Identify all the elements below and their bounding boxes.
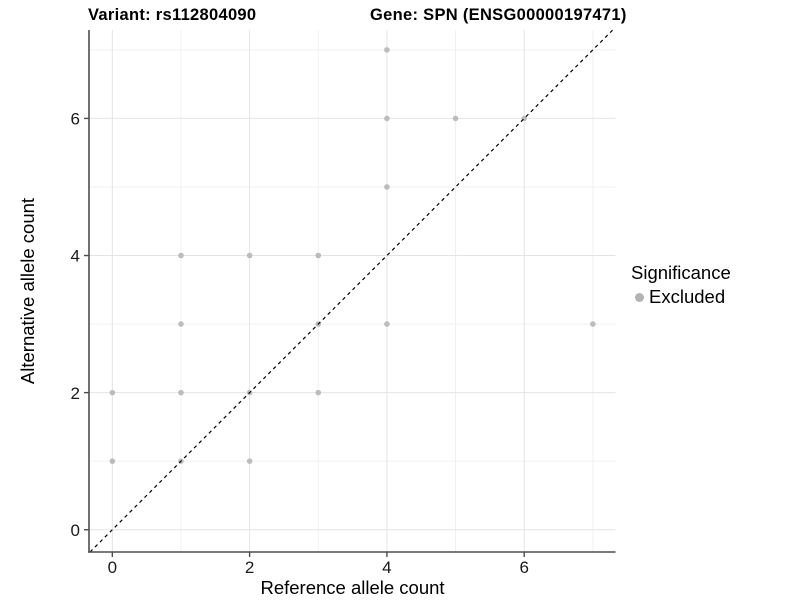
x-tick-label: 0 (108, 558, 117, 577)
x-tick-label: 2 (245, 558, 254, 577)
data-point (384, 184, 390, 190)
gene-title: Gene: SPN (ENSG00000197471) (370, 6, 627, 24)
x-tick-label: 4 (382, 558, 391, 577)
legend-item-label: Excluded (649, 286, 726, 307)
data-point (315, 252, 322, 259)
legend-item-excluded: Excluded (631, 286, 731, 308)
data-point (384, 47, 390, 53)
legend: Significance Excluded (631, 262, 731, 308)
y-tick-label: 0 (71, 521, 80, 540)
data-point (109, 389, 116, 396)
data-point (178, 389, 184, 396)
data-point (384, 115, 390, 122)
y-axis-title: Alternative allele count (17, 197, 38, 385)
legend-title: Significance (631, 262, 731, 283)
excluded-point-icon (635, 292, 644, 302)
data-point (246, 252, 253, 259)
data-point (452, 115, 459, 122)
variant-title: Variant: rs112804090 (88, 6, 257, 24)
data-point (178, 252, 184, 259)
data-point (384, 321, 390, 327)
y-tick-label: 6 (71, 110, 80, 129)
data-point (246, 458, 253, 464)
data-point (109, 458, 116, 464)
data-point (178, 321, 184, 327)
x-tick-label: 6 (519, 558, 528, 577)
data-point (590, 321, 596, 327)
identity-line (89, 29, 614, 553)
data-point (315, 389, 322, 396)
x-axis-title: Reference allele count (260, 577, 445, 598)
y-tick-label: 4 (71, 247, 80, 266)
y-tick-label: 2 (71, 384, 80, 403)
